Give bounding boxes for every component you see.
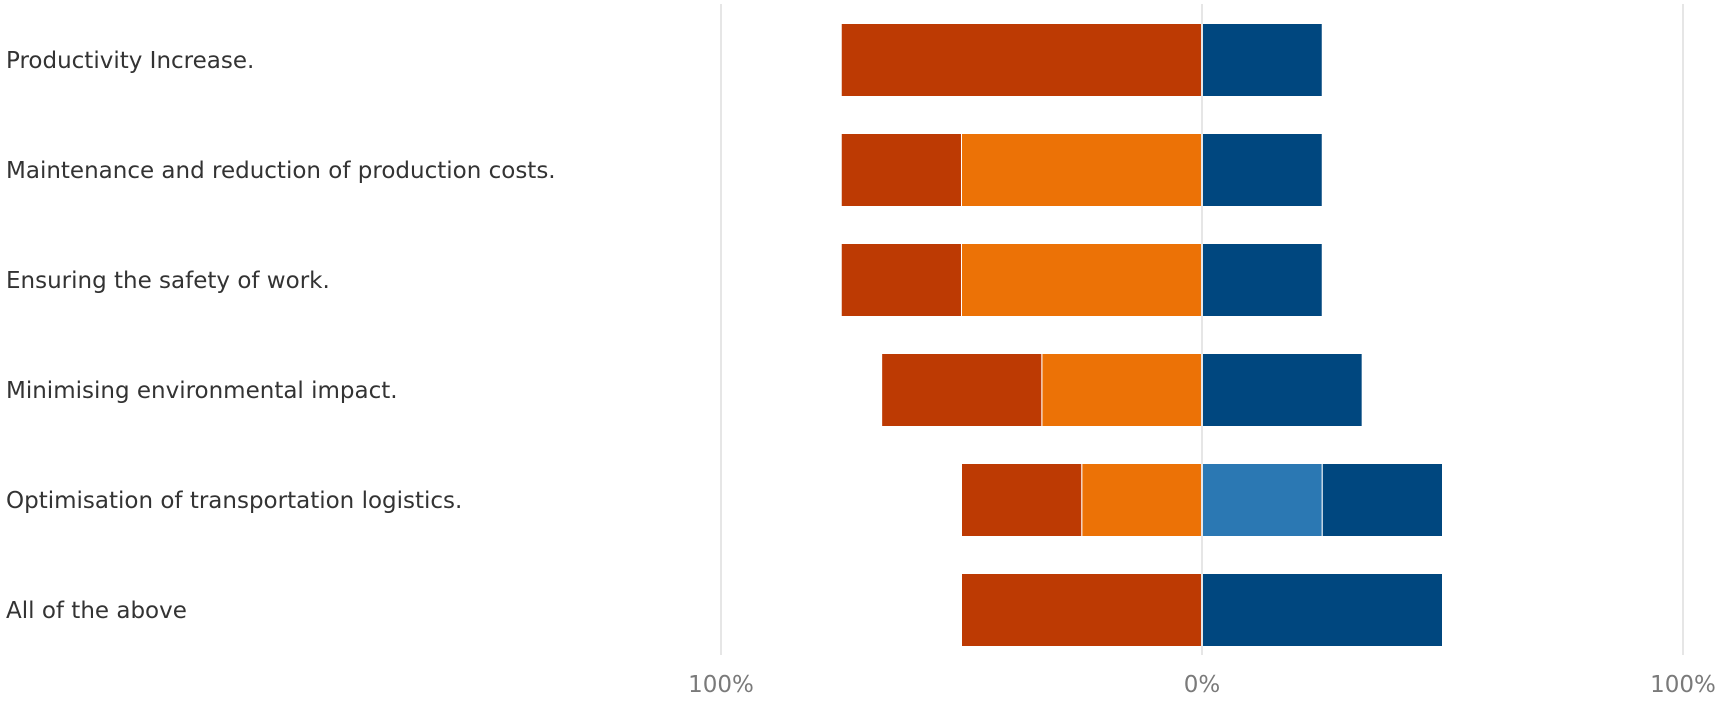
- bar-segment-positive: [1201, 23, 1323, 97]
- bar-segment-positive: [1321, 463, 1443, 537]
- bar-segment-negative: [1041, 353, 1203, 427]
- bar-segment-negative: [1081, 463, 1203, 537]
- category-label: Optimisation of transportation logistics…: [6, 488, 462, 514]
- category-label: Maintenance and reduction of production …: [6, 158, 556, 184]
- bar-segment-positive: [1201, 243, 1323, 317]
- category-label: All of the above: [6, 598, 187, 624]
- bar-segment-negative: [840, 243, 962, 317]
- bar-segment-negative: [840, 23, 1203, 97]
- x-tick-label: 100%: [1650, 672, 1716, 698]
- bar-segment-positive: [1201, 353, 1363, 427]
- bar-segment-negative: [840, 133, 962, 207]
- category-label: Minimising environmental impact.: [6, 378, 398, 404]
- bar-segment-negative: [961, 243, 1203, 317]
- bar-segment-positive: [1201, 463, 1323, 537]
- category-label-layer: Productivity Increase. Maintenance and re…: [6, 48, 556, 624]
- x-tick-label: 0%: [1184, 672, 1221, 698]
- bar-segment-negative: [961, 573, 1203, 647]
- bar-layer: [840, 4, 1443, 655]
- bar-segment-negative: [961, 463, 1083, 537]
- category-label: Productivity Increase.: [6, 48, 254, 74]
- x-tick-label: 100%: [688, 672, 754, 698]
- category-label: Ensuring the safety of work.: [6, 268, 330, 294]
- x-axis-tick-layer: 100% 0% 100%: [688, 672, 1716, 698]
- bar-segment-positive: [1201, 573, 1443, 647]
- bar-segment-negative: [961, 133, 1203, 207]
- bar-segment-negative: [881, 353, 1043, 427]
- bar-segment-positive: [1201, 133, 1323, 207]
